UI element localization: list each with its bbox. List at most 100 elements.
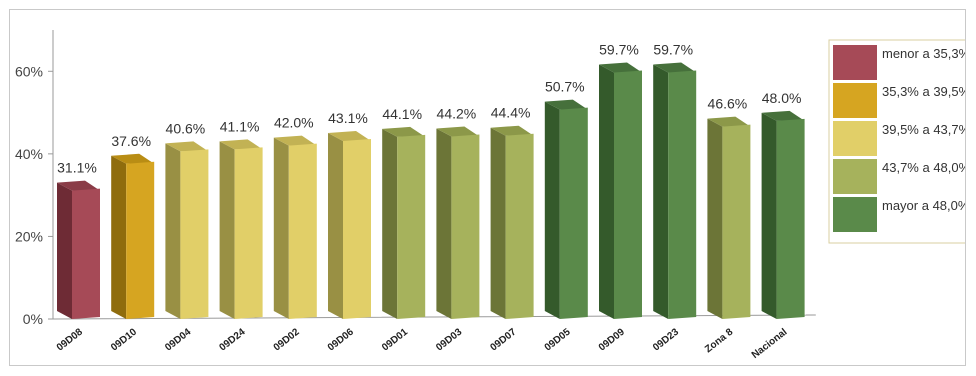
bar-value-label: 50.7%: [545, 79, 585, 95]
legend-label: 35,3% a 39,5%: [882, 84, 965, 99]
bar-side: [57, 182, 72, 319]
bar-front: [72, 188, 100, 319]
x-tick-label: 09D04: [163, 326, 193, 353]
legend-item: mayor a 48,0%: [833, 197, 970, 232]
x-tick-label: 09D02: [272, 326, 302, 353]
bar-side: [273, 137, 289, 319]
bar-side: [436, 128, 452, 319]
bar-front: [451, 134, 480, 319]
bar-top: [219, 139, 263, 150]
bar-top: [328, 131, 371, 142]
legend-label: 43,7% a 48,0%: [882, 160, 965, 175]
x-tick-label: 09D07: [488, 326, 518, 353]
bar-front: [126, 161, 155, 319]
y-tick-label: 60%: [15, 63, 43, 79]
bar-value-label: 46.6%: [708, 96, 748, 112]
bar-front: [343, 139, 371, 319]
y-ticks: 0% 20% 40% 60%: [15, 63, 53, 327]
bars: [57, 62, 805, 319]
bar: [382, 126, 426, 319]
bar-value-label: 59.7%: [599, 42, 639, 58]
bar-value-label: 42.0%: [274, 115, 314, 131]
bar-top: [273, 135, 317, 146]
y-tick-label: 0%: [23, 311, 43, 327]
bar-side: [111, 155, 127, 319]
legend-label: mayor a 48,0%: [882, 198, 965, 213]
bar-front: [559, 107, 588, 319]
legend-swatch: [833, 45, 877, 80]
y-tick-label: 40%: [15, 146, 43, 162]
bar-side: [707, 118, 723, 319]
bar-top: [436, 126, 480, 137]
bar: [165, 141, 209, 319]
bar-side: [219, 141, 235, 319]
x-tick-label: Nacional: [750, 327, 790, 361]
bar-top: [707, 116, 751, 127]
bar-side: [490, 127, 506, 319]
x-tick-label: 09D01: [380, 326, 410, 353]
bar-value-label: 59.7%: [653, 42, 693, 58]
category-labels: 09D08 09D10 09D04 09D24 09D02 09D06 09D01 09D03…: [55, 326, 790, 361]
bar-top: [599, 62, 642, 73]
bar-top: [653, 62, 697, 73]
legend-label: 39,5% a 43,7%: [882, 122, 965, 137]
bar-top: [490, 125, 534, 136]
legend: menor a 35,3% 35,3% a 39,5% 39,5% a 43,7% 4…: [828, 39, 971, 244]
x-tick-label: 09D08: [55, 326, 85, 353]
bar-front: [234, 147, 263, 319]
legend-item: 35,3% a 39,5%: [833, 83, 971, 118]
bar-side: [328, 133, 343, 319]
bar-front: [722, 124, 751, 319]
legend-swatch: [833, 83, 877, 118]
bar-side: [165, 143, 181, 319]
x-tick-label: 09D06: [326, 326, 356, 353]
legend-item: 39,5% a 43,7%: [833, 121, 971, 156]
bar-value-label: 43.1%: [328, 110, 368, 126]
bar: [219, 139, 263, 319]
bar-value-label: 44.4%: [491, 105, 531, 121]
x-axis-floor: [52, 314, 816, 320]
chart-frame: 0% 20% 40% 60% 31.1% 37.6% 40.6% 41.1% 42.0% 43.…: [9, 9, 971, 366]
x-tick-label: Zona 8: [703, 326, 736, 355]
bar-front: [505, 133, 534, 319]
bar-front: [397, 134, 426, 319]
bar-value-label: 31.1%: [57, 160, 97, 176]
bar-front: [776, 118, 805, 319]
bar-value-label: 41.1%: [220, 118, 260, 134]
x-tick-label: 09D23: [651, 326, 681, 353]
bar-value-label: 44.2%: [437, 106, 477, 122]
bar-value-label: 44.1%: [382, 106, 422, 122]
bar: [273, 135, 317, 319]
bar: [653, 62, 697, 319]
bar: [111, 153, 155, 319]
legend-swatch: [833, 197, 877, 232]
x-tick-label: 09D03: [434, 326, 464, 353]
bar-front: [614, 70, 642, 319]
bar-front: [288, 143, 317, 319]
bar: [599, 62, 642, 319]
bar-value-label: 48.0%: [762, 90, 802, 106]
bar: [57, 180, 100, 319]
bar-top: [544, 99, 588, 110]
bar: [707, 116, 751, 319]
legend-swatch: [833, 159, 877, 194]
x-tick-label: 09D05: [543, 326, 573, 353]
x-tick-label: 09D10: [109, 326, 139, 353]
bar-side: [761, 112, 777, 319]
bar-value-label: 37.6%: [111, 133, 151, 149]
bar-front: [668, 70, 697, 319]
bar: [490, 125, 534, 319]
bar-top: [165, 141, 209, 152]
bar: [761, 110, 805, 319]
bar: [328, 131, 371, 319]
bar-top: [761, 110, 805, 121]
bar: [544, 99, 588, 319]
legend-item: menor a 35,3%: [833, 45, 971, 80]
bar-side: [382, 128, 398, 319]
bar-value-label: 40.6%: [166, 120, 206, 136]
bar-chart: 0% 20% 40% 60% 31.1% 37.6% 40.6% 41.1% 42.0% 43.…: [15, 30, 971, 361]
bar-front: [180, 149, 209, 319]
legend-label: menor a 35,3%: [882, 46, 965, 61]
bar-side: [544, 101, 560, 319]
x-tick-label: 09D09: [597, 326, 627, 353]
